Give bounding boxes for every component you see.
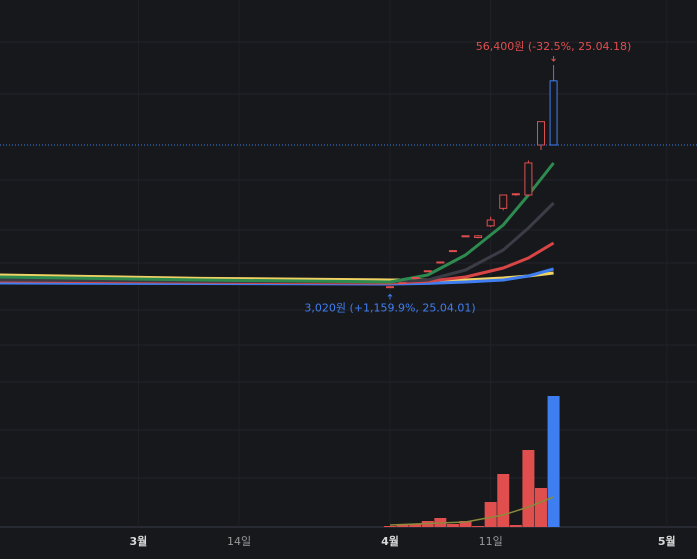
volume-bar [522,450,535,527]
low-annotation: 3,020원 (+1,159.9%, 25.04.01) [304,301,475,314]
volume-bar [396,525,409,527]
candle-body [536,121,545,146]
candle-body [386,286,395,289]
candle-body [411,277,420,279]
x-tick-label: 3월 [130,534,148,548]
volume-bar [459,521,472,527]
x-tick-label: 11일 [479,534,503,548]
candle-body [461,235,470,238]
x-tick-label: 14일 [227,534,251,548]
volume-bar [547,396,560,527]
candle-body [448,250,457,253]
high-annotation: 56,400원 (-32.5%, 25.04.18) [476,40,632,53]
low-arrow [387,293,393,300]
volume-bar [409,524,422,527]
volume-bar [446,524,459,527]
candle-body [423,270,432,273]
x-tick-label: 5월 [658,534,676,548]
candle-body [486,219,495,227]
volume-bar [384,526,397,527]
candle-body [436,261,445,264]
high-arrow [551,56,556,62]
volume-bar [472,526,485,527]
moving-average [0,162,555,284]
volume-bar [534,488,547,527]
grid [0,41,697,528]
x-tick-label: 4월 [381,534,399,548]
volume-bar [509,525,522,527]
candle-body [474,235,483,238]
volume-bar [484,502,497,527]
candle-body [398,282,407,285]
candle-body [511,193,520,196]
candle-body [549,80,558,146]
candle-body [499,194,508,209]
candle-body [524,162,533,196]
volume-average [389,496,554,526]
moving-average [0,201,555,284]
volume-bar [497,474,510,527]
